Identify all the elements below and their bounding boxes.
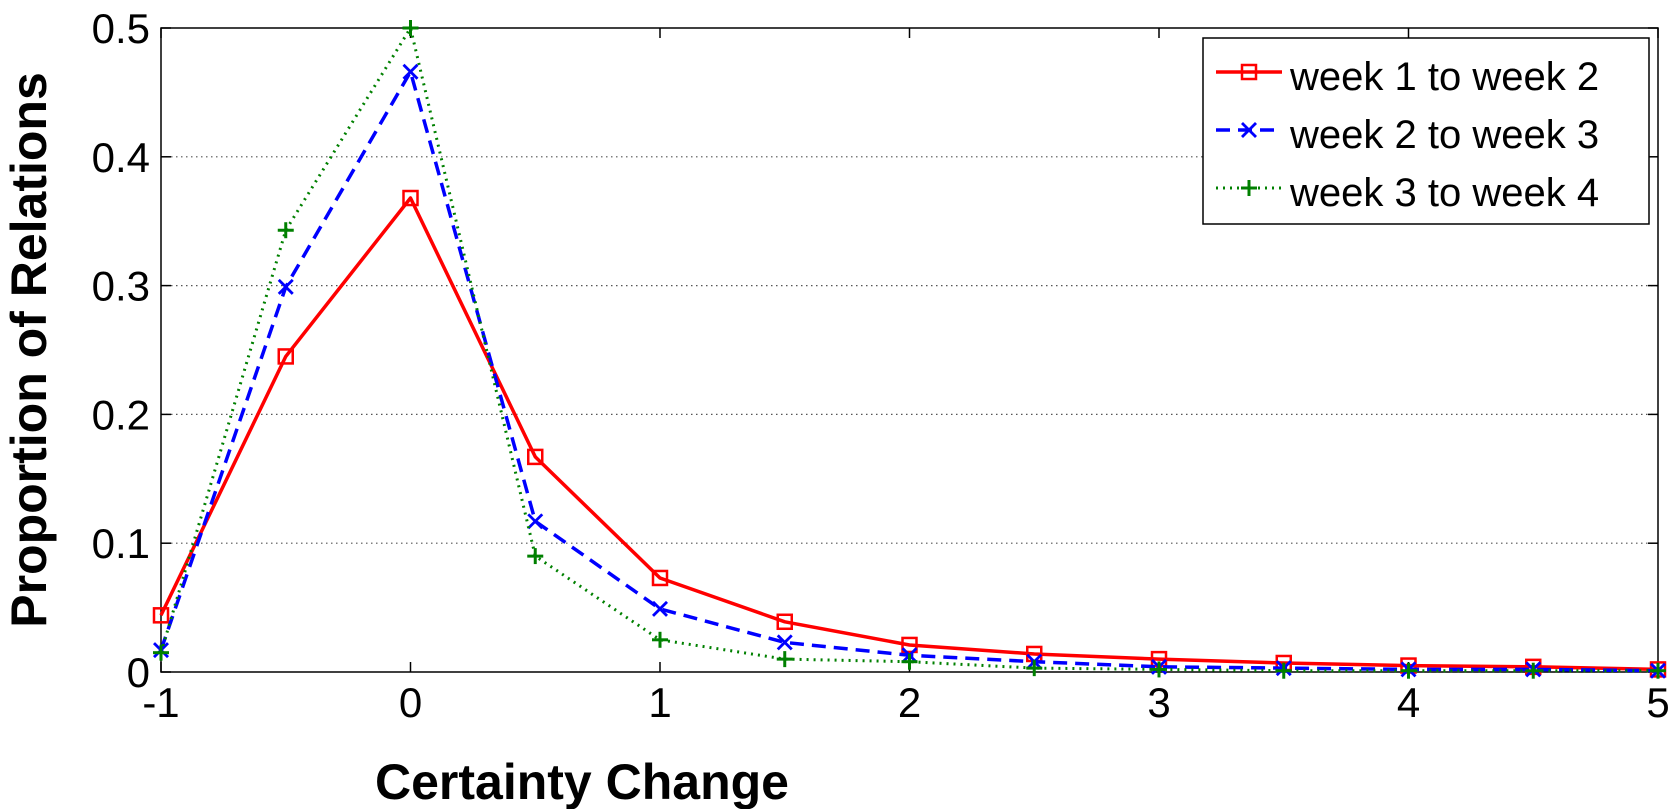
y-tick-label: 0.1	[92, 520, 150, 567]
data-point	[1240, 63, 1258, 81]
data-point	[652, 600, 668, 617]
x-tick-label: 1	[648, 679, 671, 726]
data-point	[152, 607, 170, 624]
data-point	[651, 569, 669, 587]
x-tick-label: 0	[399, 679, 422, 726]
legend-item: week 1 to week 2	[1216, 55, 1599, 99]
data-point	[1650, 662, 1666, 679]
data-series	[152, 20, 1667, 679]
data-point	[277, 222, 294, 239]
data-point	[1241, 180, 1257, 196]
y-tick-label: 0.5	[92, 5, 150, 52]
legend-item: week 3 to week 4	[1216, 171, 1599, 215]
data-point	[652, 631, 668, 648]
legend: week 1 to week 2 week 2 to week 3 week 3…	[1202, 37, 1650, 225]
data-point	[1275, 662, 1292, 679]
data-point	[1241, 122, 1257, 138]
data-point	[527, 548, 544, 565]
series-line	[159, 196, 1659, 672]
data-point	[901, 636, 918, 654]
marker-stroke	[402, 63, 419, 80]
data-point	[402, 20, 419, 36]
data-point	[776, 634, 793, 651]
series-1	[152, 189, 1667, 678]
data-point	[776, 613, 793, 631]
y-axis-label: Proportion of Relations	[1, 72, 57, 628]
legend-item: week 2 to week 3	[1216, 113, 1599, 157]
y-tick-label: 0.4	[92, 134, 150, 181]
marker-stroke	[652, 600, 668, 617]
legend-label: week 1 to week 2	[1289, 55, 1599, 99]
x-tick-label: 3	[1147, 679, 1170, 726]
data-point	[527, 513, 544, 530]
data-point	[776, 651, 793, 668]
data-point	[402, 189, 419, 207]
data-point	[402, 63, 419, 80]
data-point	[1151, 661, 1167, 678]
marker-stroke	[776, 634, 793, 651]
x-tick-label: 2	[898, 679, 921, 726]
data-point	[1400, 662, 1417, 679]
marker-stroke	[277, 278, 294, 295]
data-point	[527, 448, 544, 466]
y-tick-label: 0.2	[92, 391, 150, 438]
marker-stroke	[1241, 122, 1257, 138]
y-tick-label: 0.3	[92, 263, 150, 310]
data-point	[1026, 660, 1043, 677]
series-3	[153, 20, 1666, 679]
legend-label: week 3 to week 4	[1289, 171, 1599, 215]
x-tick-label: 5	[1646, 679, 1669, 726]
data-point	[1525, 662, 1542, 679]
x-axis-label: Certainty Change	[375, 754, 789, 809]
x-tick-label: -1	[142, 679, 179, 726]
marker-stroke	[527, 513, 544, 530]
legend-box	[1202, 37, 1650, 225]
legend-label: week 2 to week 3	[1289, 113, 1599, 157]
data-point	[277, 278, 294, 295]
data-point	[277, 348, 294, 365]
axis-ticks: -1 0 1 2 3 4 500.10.20.30.40.5	[92, 5, 1670, 726]
y-tick-label: 0	[127, 649, 150, 696]
x-tick-label: 4	[1397, 679, 1420, 726]
data-point	[901, 653, 918, 670]
data-point	[153, 644, 169, 661]
